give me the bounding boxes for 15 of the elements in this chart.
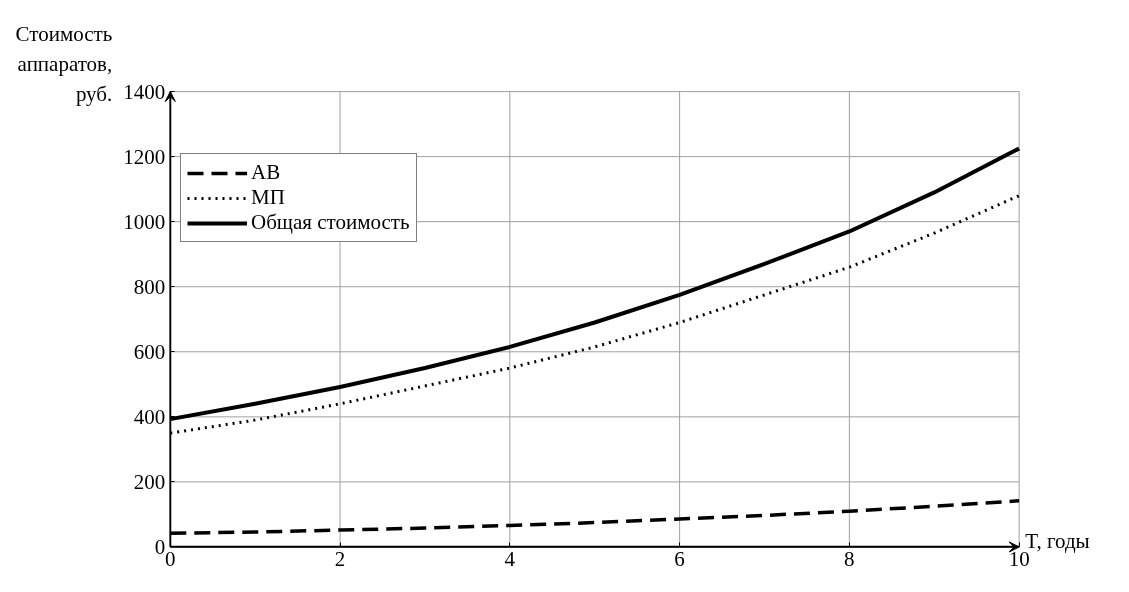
x-tick-label: 6 (674, 546, 685, 571)
x-tick-label: 8 (844, 546, 855, 571)
y-tick-label: 200 (133, 469, 166, 494)
legend-label: АВ (251, 160, 281, 185)
x-tick-label: 4 (504, 546, 516, 571)
legend-label: Общая стоимость (251, 210, 410, 235)
y-tick-label: 1200 (123, 144, 166, 169)
y-tick-label: 1400 (123, 79, 166, 104)
y-tick-label: 400 (133, 404, 166, 429)
y-tick-label: 800 (133, 274, 166, 299)
x-tick-label: 2 (334, 546, 346, 571)
legend-label: МП (251, 185, 285, 210)
y-tick-label: 1000 (123, 209, 166, 234)
y-tick-label: 600 (133, 339, 166, 364)
y-axis-title: Стоимость аппаратов, руб. (15, 21, 113, 106)
